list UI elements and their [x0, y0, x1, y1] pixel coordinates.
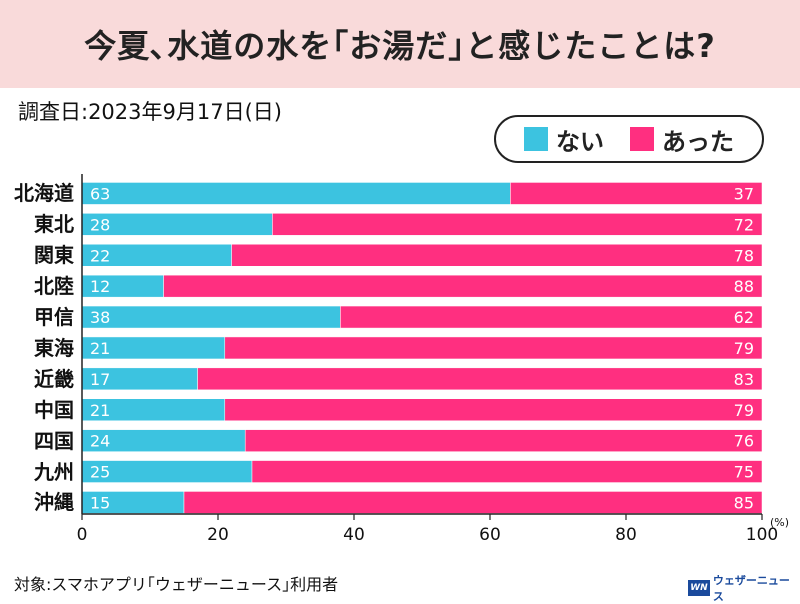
bar-segment-atta — [251, 460, 763, 483]
region-label: 北海道 — [14, 181, 74, 206]
data-label-nai: 15 — [90, 493, 110, 512]
legend-label-nai: ない — [556, 127, 604, 156]
legend-item-nai: ない — [524, 122, 604, 157]
region-label: 東海 — [34, 335, 74, 360]
data-label-atta: 79 — [734, 339, 754, 358]
bar-segment-nai — [81, 213, 273, 236]
brand-logo: WN ウェザーニュース — [688, 572, 800, 604]
footer-note: 対象:スマホアプリ｢ウェザーニュース｣利用者 — [14, 575, 339, 594]
bar-segment-atta — [510, 182, 763, 205]
data-label-atta: 85 — [734, 493, 754, 512]
bar-segment-nai — [81, 182, 511, 205]
data-label-nai: 21 — [90, 339, 110, 358]
legend-swatch-nai — [524, 127, 548, 151]
x-tick-label: 20 — [207, 525, 229, 545]
x-tick-label: 80 — [615, 525, 637, 545]
data-label-nai: 12 — [90, 277, 110, 296]
data-label-nai: 25 — [90, 463, 110, 482]
title-banner — [0, 0, 800, 88]
region-label: 関東 — [34, 243, 74, 268]
data-label-atta: 72 — [734, 215, 754, 234]
region-label: 沖縄 — [34, 490, 74, 515]
data-label-nai: 17 — [90, 370, 110, 389]
legend: ない あった — [494, 115, 764, 163]
bar-segment-atta — [231, 244, 763, 267]
data-label-atta: 62 — [734, 308, 754, 327]
bar-segment-atta — [224, 336, 763, 360]
region-label: 甲信 — [34, 305, 74, 330]
chart-title: 今夏､水道の水を｢お湯だ｣と感じたことは? — [84, 27, 716, 65]
bar-segment-atta — [272, 213, 763, 236]
bar-segment-atta — [163, 274, 763, 298]
data-label-atta: 75 — [734, 463, 754, 482]
bar-segment-atta — [244, 429, 763, 452]
region-label: 近畿 — [34, 366, 74, 391]
data-label-atta: 78 — [734, 246, 754, 265]
data-label-atta: 76 — [734, 432, 754, 451]
x-tick-label: 40 — [343, 525, 365, 545]
x-tick-label: 0 — [77, 525, 88, 545]
brand-mark: WN — [688, 580, 710, 596]
data-label-nai: 63 — [90, 184, 110, 203]
data-label-atta: 83 — [734, 370, 754, 389]
data-label-nai: 21 — [90, 401, 110, 420]
region-label: 中国 — [34, 397, 74, 422]
bar-segment-atta — [183, 491, 763, 514]
data-label-nai: 24 — [90, 432, 110, 451]
data-label-atta: 88 — [734, 277, 754, 296]
region-label: 九州 — [34, 459, 74, 484]
bar-segment-atta — [340, 305, 763, 329]
brand-name: ウェザーニュース — [712, 574, 790, 603]
survey-date: 調査日:2023年9月17日(日) — [18, 100, 282, 124]
bar-segment-nai — [81, 305, 341, 329]
region-label: 東北 — [34, 212, 74, 237]
bar-chart: 63 37 28 72 22 78 12 88 38 62 21 79 17 83 21 79 24 76 25 75… — [77, 174, 789, 545]
x-unit-label: (%) — [770, 516, 789, 529]
data-label-nai: 38 — [90, 308, 110, 327]
legend-label-atta: あった — [662, 127, 734, 156]
data-label-nai: 22 — [90, 246, 110, 265]
data-label-atta: 37 — [734, 184, 754, 203]
data-label-atta: 79 — [734, 401, 754, 420]
region-label: 四国 — [34, 428, 74, 453]
x-tick-label: 100 — [746, 525, 778, 545]
legend-item-atta: あった — [630, 122, 734, 157]
region-label: 北陸 — [34, 274, 74, 299]
data-label-nai: 28 — [90, 215, 110, 234]
legend-swatch-atta — [630, 127, 654, 151]
bar-segment-atta — [224, 398, 763, 421]
bar-segment-atta — [197, 367, 763, 391]
x-tick-label: 60 — [479, 525, 501, 545]
